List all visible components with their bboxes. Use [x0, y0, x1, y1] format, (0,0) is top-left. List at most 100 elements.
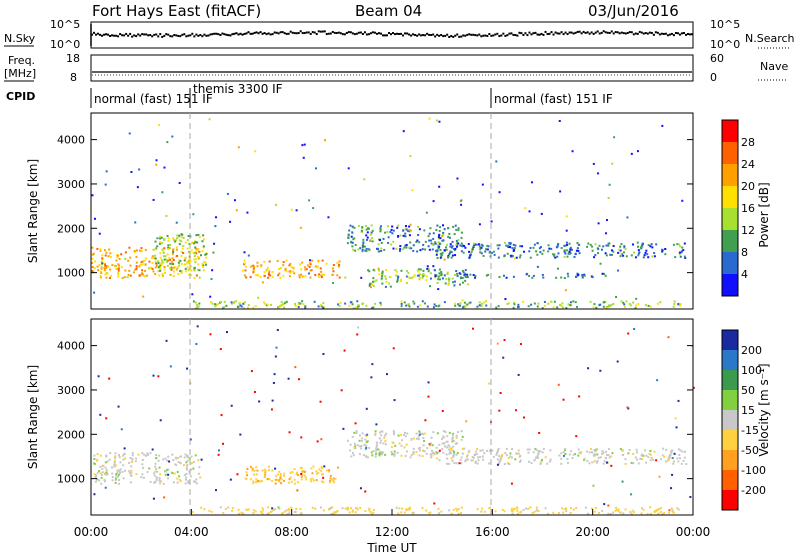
range-cell	[308, 199, 311, 202]
range-cell	[100, 476, 103, 479]
range-cell	[459, 511, 462, 514]
range-cell	[476, 448, 479, 451]
range-cell	[458, 462, 461, 465]
range-cell	[309, 262, 312, 265]
range-cell	[511, 255, 514, 258]
range-cell	[598, 244, 601, 247]
range-cell	[624, 248, 627, 251]
range-cell	[482, 254, 485, 257]
range-cell	[457, 227, 460, 230]
range-cell	[440, 274, 443, 277]
range-cell	[410, 247, 413, 250]
range-cell	[560, 276, 563, 279]
range-cell	[332, 267, 335, 270]
range-cell	[257, 479, 260, 482]
range-cell	[327, 216, 330, 219]
range-cell	[300, 475, 303, 478]
range-cell	[591, 249, 594, 252]
range-cell	[392, 441, 395, 444]
range-cell	[606, 453, 609, 456]
nsky-point	[187, 34, 190, 37]
range-cell	[378, 454, 381, 457]
range-cell	[453, 302, 456, 305]
range-cell	[122, 477, 125, 480]
range-cell	[610, 455, 613, 458]
range-cell	[438, 443, 441, 446]
range-cell	[463, 447, 466, 450]
range-cell	[143, 275, 146, 278]
range-cell	[620, 252, 623, 255]
range-cell	[267, 273, 270, 276]
range-cell	[441, 442, 444, 445]
range-cell	[220, 414, 223, 417]
range-cell	[448, 509, 451, 512]
nsky-point	[117, 35, 120, 38]
range-cell	[611, 253, 614, 256]
range-cell	[583, 274, 586, 277]
range-cell	[663, 455, 666, 458]
range-cell	[513, 257, 516, 260]
range-cell	[331, 273, 334, 276]
nsky-point	[183, 33, 186, 36]
range-cell	[252, 268, 255, 271]
range-cell	[628, 449, 631, 452]
range-cell	[183, 263, 186, 266]
range-cell	[519, 343, 522, 346]
range-cell	[167, 237, 170, 240]
range-cell	[294, 366, 297, 369]
range-cell	[100, 473, 103, 476]
range-cell	[565, 507, 568, 510]
range-cell	[656, 379, 659, 382]
range-cell	[391, 453, 394, 456]
range-cell	[134, 221, 137, 224]
range-cell	[460, 430, 463, 433]
range-cell	[258, 400, 261, 403]
range-cell	[623, 305, 626, 308]
range-cell	[547, 244, 550, 247]
range-cell	[96, 471, 99, 474]
range-cell	[593, 460, 596, 463]
range-cell	[672, 460, 675, 463]
range-cell	[438, 272, 441, 275]
range-cell	[645, 454, 648, 457]
range-cell	[455, 507, 458, 510]
range-cell	[328, 469, 331, 472]
nave-tick-bottom: 0	[710, 71, 717, 84]
range-cell	[194, 246, 197, 249]
range-cell	[510, 456, 513, 459]
nsky-point	[434, 35, 437, 38]
range-cell	[379, 441, 382, 444]
nsky-point	[630, 31, 633, 34]
range-cell	[434, 275, 437, 278]
range-cell	[143, 453, 146, 456]
range-cell	[428, 117, 431, 120]
range-cell	[445, 453, 448, 456]
range-cell	[575, 305, 578, 308]
range-cell	[560, 246, 563, 249]
range-cell	[667, 458, 670, 461]
range-cell	[193, 266, 196, 269]
range-cell	[192, 251, 195, 254]
range-cell	[478, 245, 481, 248]
colorbar-segment	[722, 410, 738, 431]
range-cell	[380, 439, 383, 442]
range-cell	[400, 305, 403, 308]
nsky-point	[418, 33, 421, 36]
range-cell	[479, 455, 482, 458]
range-cell	[316, 440, 319, 443]
range-cell	[661, 124, 664, 127]
range-cell	[320, 276, 323, 279]
range-cell	[202, 245, 205, 248]
range-cell	[350, 240, 353, 243]
range-cell	[561, 302, 564, 305]
nsky-point	[578, 30, 581, 33]
range-cell	[381, 270, 384, 273]
range-cell	[263, 271, 266, 274]
colorbar-tick-label: 16	[741, 202, 755, 215]
range-cell	[405, 508, 408, 511]
range-cell	[413, 274, 416, 277]
range-cell	[92, 252, 95, 255]
range-cell	[168, 460, 171, 463]
range-cell	[210, 510, 213, 513]
range-cell	[428, 239, 431, 242]
